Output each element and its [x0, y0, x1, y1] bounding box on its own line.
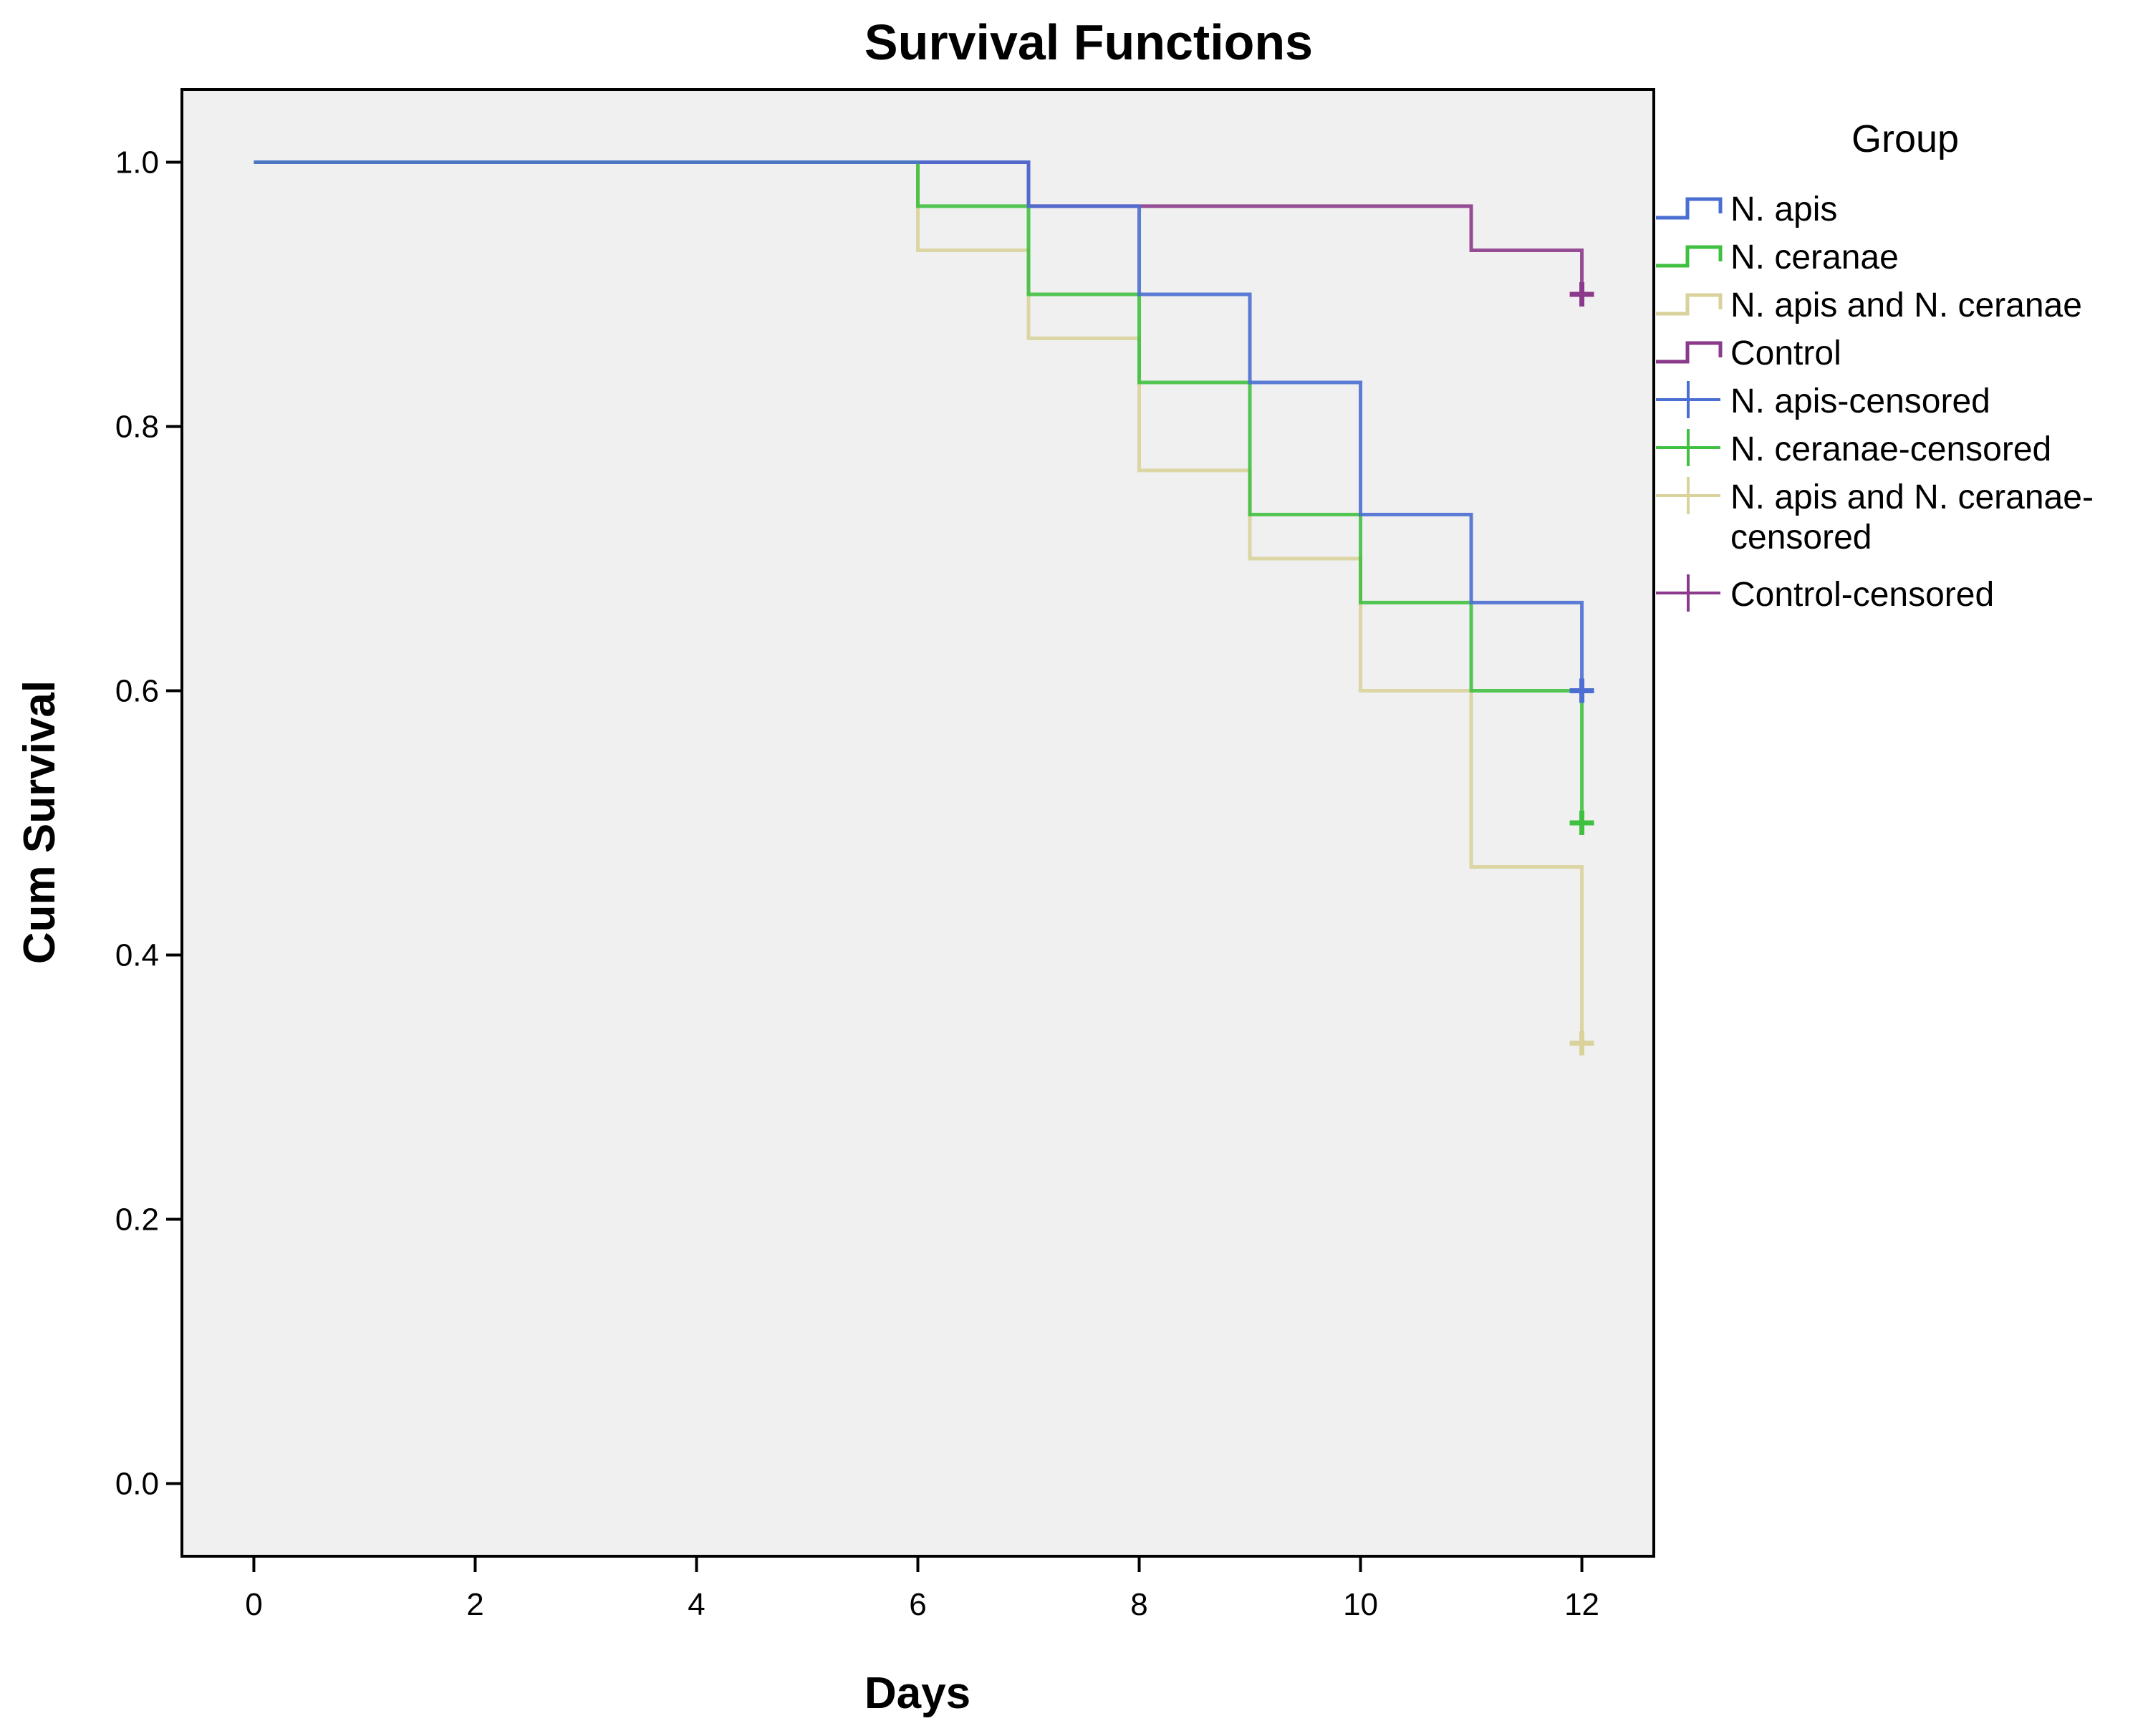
legend-label: N. ceranae-censored — [1730, 430, 2051, 468]
legend-item: Control — [1656, 334, 1841, 372]
survival-line — [254, 160, 1584, 691]
legend-line-swatch — [1656, 341, 1723, 364]
censored-marker — [1569, 678, 1594, 703]
legend-marker-swatch — [1656, 429, 1720, 466]
legend-label: N. ceranae — [1730, 238, 1899, 276]
legend-item: N. apis and N. ceranae — [1656, 286, 2082, 324]
legend-line-swatch — [1656, 293, 1723, 316]
legend-item: N. apis — [1656, 191, 1837, 228]
y-tick-label: 1.0 — [115, 145, 159, 180]
y-axis: 0.0 0.2 0.4 0.6 0.8 1.0 — [115, 145, 182, 1502]
legend-label: Control — [1730, 334, 1841, 372]
legend-line-swatch — [1656, 197, 1723, 220]
x-tick-label: 0 — [245, 1587, 262, 1622]
x-tick-label: 4 — [688, 1587, 705, 1622]
x-tick-label: 6 — [909, 1587, 926, 1622]
legend-marker-swatch — [1656, 381, 1720, 418]
x-tick-label: 10 — [1343, 1587, 1378, 1622]
y-tick-label: 0.6 — [115, 673, 159, 708]
legend-item: Control-censored — [1656, 574, 1994, 614]
x-tick-label: 12 — [1564, 1587, 1599, 1622]
y-axis-title: Cum Survival — [15, 680, 64, 964]
legend: Group N. apis N. ceranae N. apis and N. ce… — [1656, 117, 2094, 614]
legend-title: Group — [1851, 117, 1959, 160]
x-tick-label: 2 — [466, 1587, 483, 1622]
legend-label: Control-censored — [1730, 576, 1994, 614]
x-axis-title: Days — [865, 1669, 971, 1718]
legend-label: N. apis and N. ceranae — [1730, 286, 2082, 324]
y-tick-label: 0.0 — [115, 1467, 159, 1502]
x-axis: 0 2 4 6 8 10 12 — [245, 1556, 1599, 1622]
legend-item: N. ceranae-censored — [1656, 429, 2051, 468]
plot-area — [180, 88, 1655, 1558]
y-tick-label: 0.2 — [115, 1202, 159, 1238]
legend-label: N. apis-censored — [1730, 382, 1990, 420]
series-layer — [254, 160, 1594, 1056]
legend-item: N. apis and N. ceranae-censored — [1656, 477, 2094, 556]
legend-line-swatch — [1656, 245, 1723, 268]
chart-title: Survival Functions — [865, 14, 1313, 70]
legend-item: N. apis-censored — [1656, 381, 1990, 420]
legend-marker-swatch — [1656, 574, 1720, 612]
series-n-apis — [254, 160, 1594, 703]
legend-label: N. apis — [1730, 191, 1837, 228]
censored-marker — [1569, 281, 1594, 307]
censored-marker — [1569, 811, 1594, 835]
x-tick-label: 8 — [1130, 1587, 1147, 1622]
legend-label: censored — [1730, 519, 1872, 556]
censored-marker — [1569, 1031, 1594, 1056]
legend-marker-swatch — [1656, 477, 1720, 514]
legend-item: N. ceranae — [1656, 238, 1899, 276]
legend-label: N. apis and N. ceranae- — [1730, 478, 2094, 516]
y-tick-label: 0.8 — [115, 409, 159, 444]
y-tick-label: 0.4 — [115, 938, 159, 973]
